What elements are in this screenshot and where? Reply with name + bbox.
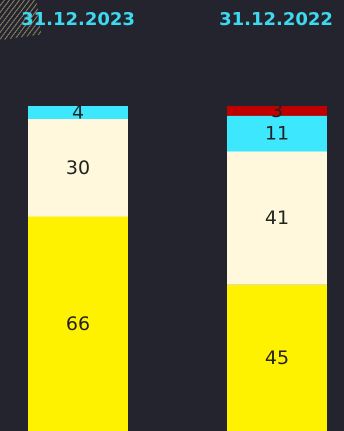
data-label-31.12.2023-s2: 30 xyxy=(66,157,90,179)
category-label-2023: 31.12.2023 xyxy=(21,9,135,30)
data-label-31.12.2022-s2: 41 xyxy=(265,207,289,229)
data-label-31.12.2023-s3: 4 xyxy=(72,102,84,124)
data-label-31.12.2023-s1: 66 xyxy=(66,313,90,335)
bar-segment-31.12.2023-s1 xyxy=(28,216,128,431)
bar-segment-31.12.2023-s2 xyxy=(28,119,128,217)
data-label-31.12.2022-s3: 11 xyxy=(265,123,289,145)
data-label-31.12.2022-s4: 3 xyxy=(271,100,283,122)
bar-segment-31.12.2022-s4 xyxy=(227,106,327,116)
bar-segment-31.12.2022-s3 xyxy=(227,115,327,152)
bar-segment-31.12.2022-s1 xyxy=(227,284,327,431)
data-label-31.12.2022-s1: 45 xyxy=(265,347,289,369)
bar-segment-31.12.2023-s3 xyxy=(28,106,128,119)
bar-segment-31.12.2022-s2 xyxy=(227,151,327,285)
category-label-2022: 31.12.2022 xyxy=(219,9,333,30)
